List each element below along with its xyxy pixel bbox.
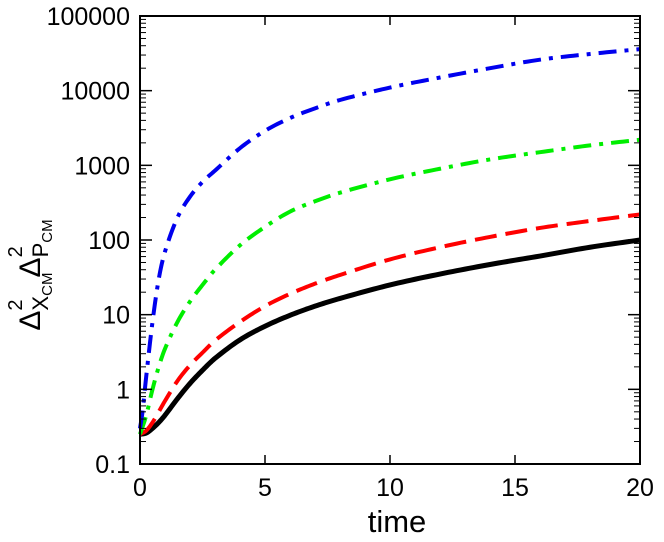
y-tick-label: 100000 [47,3,130,31]
series-line-1 [139,237,641,437]
y-tick-label: 1000 [74,152,130,180]
x-tick-label: 5 [258,474,272,502]
series-line-4 [138,47,641,429]
x-tick-label: 20 [626,474,654,502]
y-tick-label: 10 [102,302,130,330]
y-label-delta-x: Δ [14,311,47,331]
x-tick-label: 10 [376,474,404,502]
y-label-delta-p: Δ [14,257,47,277]
x-tick-label: 15 [501,474,529,502]
y-tick-label: 10000 [60,78,130,106]
series-line-2 [139,212,641,437]
y-label-sup-p: 2 [5,246,27,257]
y-label-sub-x: X [28,296,53,311]
series-layer [138,47,641,437]
y-axis-label: ΔXCM2ΔPCM2 [5,219,56,330]
plot-frame [139,15,641,465]
y-label-sub-x-index: CM [39,273,56,296]
y-tick-label: 1 [116,376,130,404]
labels-layer: 0 5 10 15 20 0.1 1 10 100 1000 10000 100000 [47,3,654,502]
series-line-3 [138,137,641,435]
y-label-sub-p-index: CM [39,219,56,242]
ticks-layer [139,15,641,465]
x-axis-label: time [368,504,427,539]
y-label-sup-x: 2 [5,299,27,310]
x-tick-label: 0 [133,474,147,502]
y-tick-label: 100 [88,227,130,255]
y-label-sub-p: P [28,243,53,258]
y-tick-label: 0.1 [95,451,130,479]
